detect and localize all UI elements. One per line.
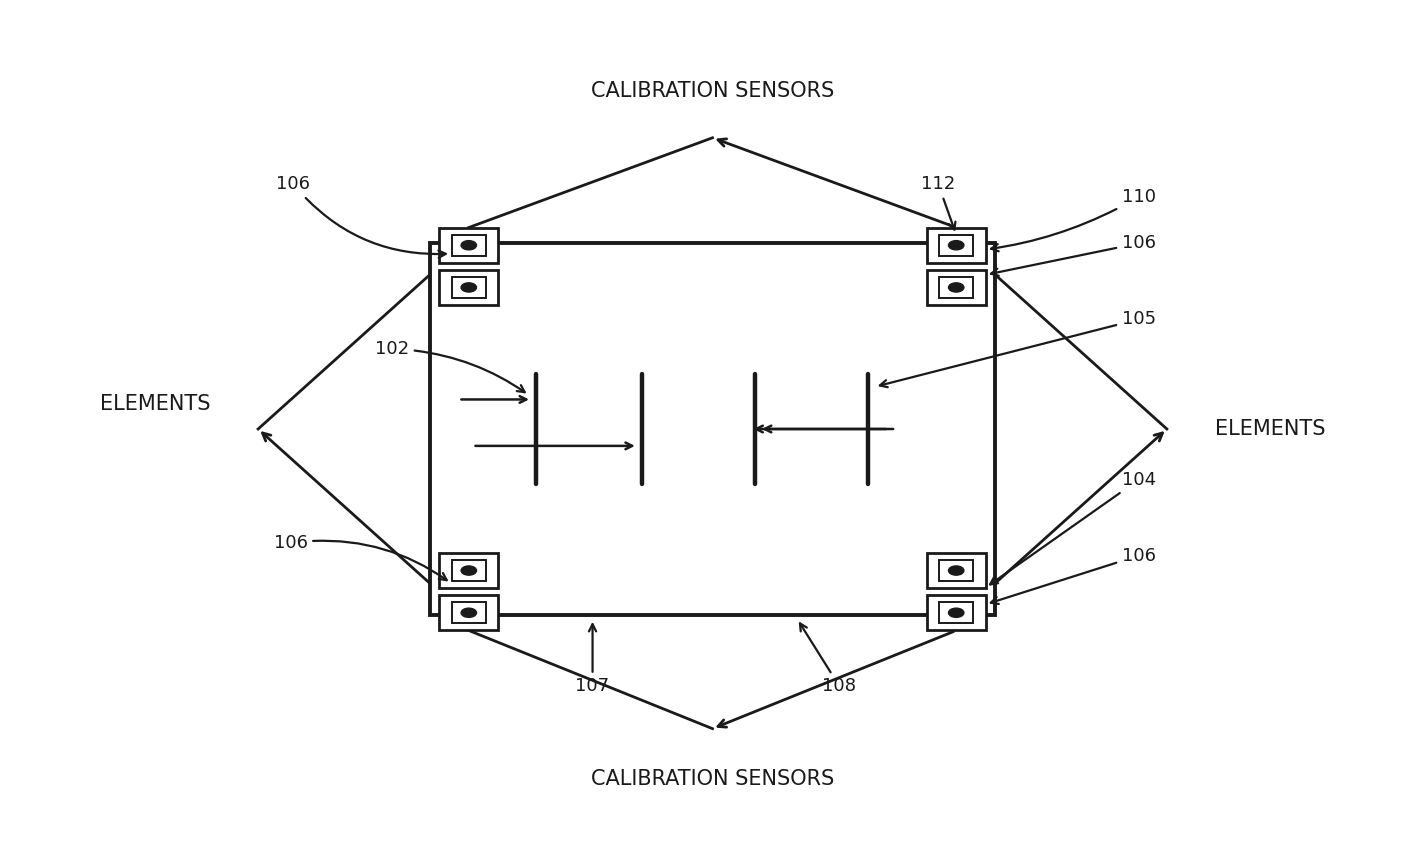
Text: 106: 106 [990,234,1156,275]
Circle shape [462,608,476,618]
Circle shape [949,240,963,250]
Text: 104: 104 [990,471,1156,584]
Bar [452,602,486,623]
Circle shape [949,566,963,575]
Circle shape [462,240,476,250]
Bar [926,227,986,263]
Text: 112: 112 [921,175,955,230]
Bar [452,277,486,298]
Bar [439,269,499,305]
Circle shape [949,283,963,292]
Bar [939,560,973,581]
Bar [452,235,486,256]
Text: 106: 106 [274,534,446,580]
Text: 110: 110 [990,188,1156,251]
Bar [939,277,973,298]
Text: 106: 106 [276,175,446,257]
Bar [939,235,973,256]
Circle shape [949,608,963,618]
Bar [439,553,499,589]
Bar [926,595,986,631]
Bar [439,595,499,631]
Text: CALIBRATION SENSORS: CALIBRATION SENSORS [591,82,834,101]
Bar [430,244,995,614]
Bar [452,560,486,581]
Text: CALIBRATION SENSORS: CALIBRATION SENSORS [591,770,834,789]
Text: ELEMENTS: ELEMENTS [1214,419,1325,439]
Text: 102: 102 [375,340,524,392]
Text: 106: 106 [990,547,1156,604]
Text: 105: 105 [879,311,1156,387]
Text: 107: 107 [576,624,610,696]
Bar [926,269,986,305]
Circle shape [462,566,476,575]
Text: ELEMENTS: ELEMENTS [100,394,211,414]
Text: 108: 108 [799,624,856,696]
Bar [439,227,499,263]
Bar [939,602,973,623]
Bar [926,553,986,589]
Circle shape [462,283,476,292]
